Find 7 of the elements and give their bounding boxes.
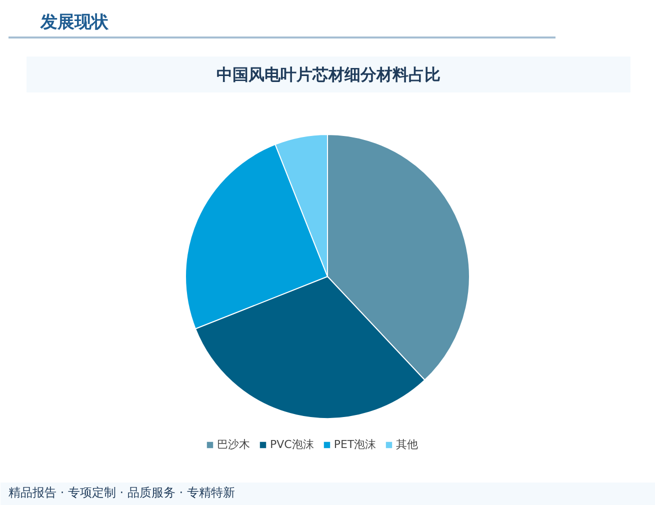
chart-title: 中国风电叶片芯材细分材料占比 — [216, 65, 440, 84]
legend-label: 其他 — [396, 437, 418, 452]
legend-label: PVC泡沫 — [270, 437, 314, 452]
legend-label: PET泡沫 — [334, 437, 376, 452]
chart-subtitle: 发展现状 — [40, 12, 110, 32]
legend-label: 巴沙木 — [217, 437, 250, 452]
text: 精品报告 · 专项定制 · 品质服务 · 专精特新 — [8, 486, 235, 500]
